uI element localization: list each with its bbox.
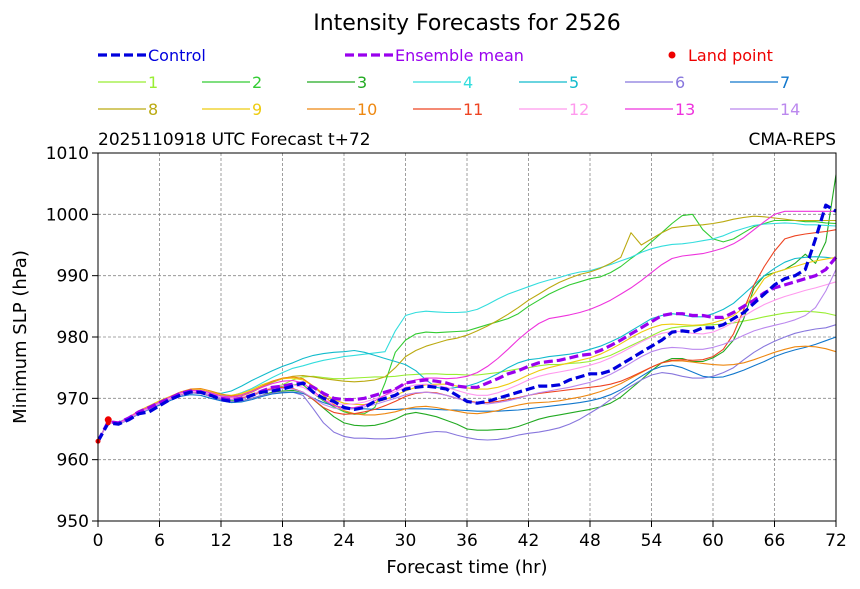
x-tick-label: 6 (154, 531, 165, 551)
x-axis-label: Forecast time (hr) (386, 557, 547, 578)
plot-grid (98, 153, 836, 521)
x-axis-ticks: 0 6 12 18 24 30 36 42 48 54 60 66 72 (93, 521, 847, 551)
x-tick-label: 12 (210, 531, 232, 551)
legend-member-label: 12 (569, 100, 589, 119)
x-tick-label: 54 (641, 531, 663, 551)
x-tick-label: 30 (395, 531, 417, 551)
main-lines (96, 203, 838, 443)
y-tick-label: 980 (57, 328, 89, 348)
legend-member-label: 11 (463, 100, 483, 119)
legend-member-label: 7 (780, 73, 790, 92)
legend-member-label: 1 (148, 73, 158, 92)
x-tick-label: 66 (764, 531, 786, 551)
legend-member-label: 13 (675, 100, 695, 119)
legend-control-label: Control (148, 46, 206, 65)
y-axis-label: Minimum SLP (hPa) (10, 250, 31, 424)
x-tick-label: 42 (518, 531, 540, 551)
legend-member-label: 5 (569, 73, 579, 92)
forecast-info: 2025110918 UTC Forecast t+72 (98, 130, 371, 150)
x-tick-label: 60 (702, 531, 724, 551)
x-tick-label: 0 (93, 531, 104, 551)
member-line-10 (97, 345, 837, 442)
member-line-13 (97, 210, 836, 442)
land-point-marker (104, 416, 112, 424)
control-line (96, 203, 837, 443)
x-tick-label: 24 (333, 531, 355, 551)
member-line-12 (97, 281, 837, 442)
y-axis-ticks: 950 960 970 980 990 1000 1010 (46, 144, 98, 532)
legend-member-label: 6 (675, 73, 685, 92)
member-line-7 (97, 336, 837, 442)
y-tick-label: 950 (57, 512, 89, 532)
legend-member-label: 3 (357, 73, 367, 92)
plot-frame (97, 152, 837, 522)
y-tick-label: 1010 (46, 144, 89, 164)
x-tick-label: 18 (272, 531, 294, 551)
y-tick-label: 1000 (46, 205, 89, 225)
legend-member-label: 14 (780, 100, 800, 119)
member-line-4 (97, 222, 837, 442)
legend-member-label: 8 (148, 100, 158, 119)
x-tick-label: 48 (579, 531, 601, 551)
y-tick-label: 970 (57, 389, 89, 409)
x-tick-label: 36 (456, 531, 478, 551)
x-tick-label: 72 (825, 531, 847, 551)
legend-land-point-label: Land point (688, 46, 773, 65)
y-tick-label: 990 (57, 267, 89, 287)
chart-title: Intensity Forecasts for 2526 (313, 11, 621, 36)
legend-member-label: 9 (252, 100, 262, 119)
member-line-5 (97, 256, 837, 442)
legend-member-label: 10 (357, 100, 377, 119)
legend-land-point-swatch (668, 51, 676, 59)
member-line-9 (97, 256, 837, 442)
legend-ensemble-mean-label: Ensemble mean (395, 46, 524, 65)
y-tick-label: 960 (57, 451, 89, 471)
ensemble-mean-line (96, 256, 838, 443)
legend-member-label: 2 (252, 73, 262, 92)
legend-member-label: 4 (463, 73, 473, 92)
model-name: CMA-REPS (748, 130, 836, 150)
